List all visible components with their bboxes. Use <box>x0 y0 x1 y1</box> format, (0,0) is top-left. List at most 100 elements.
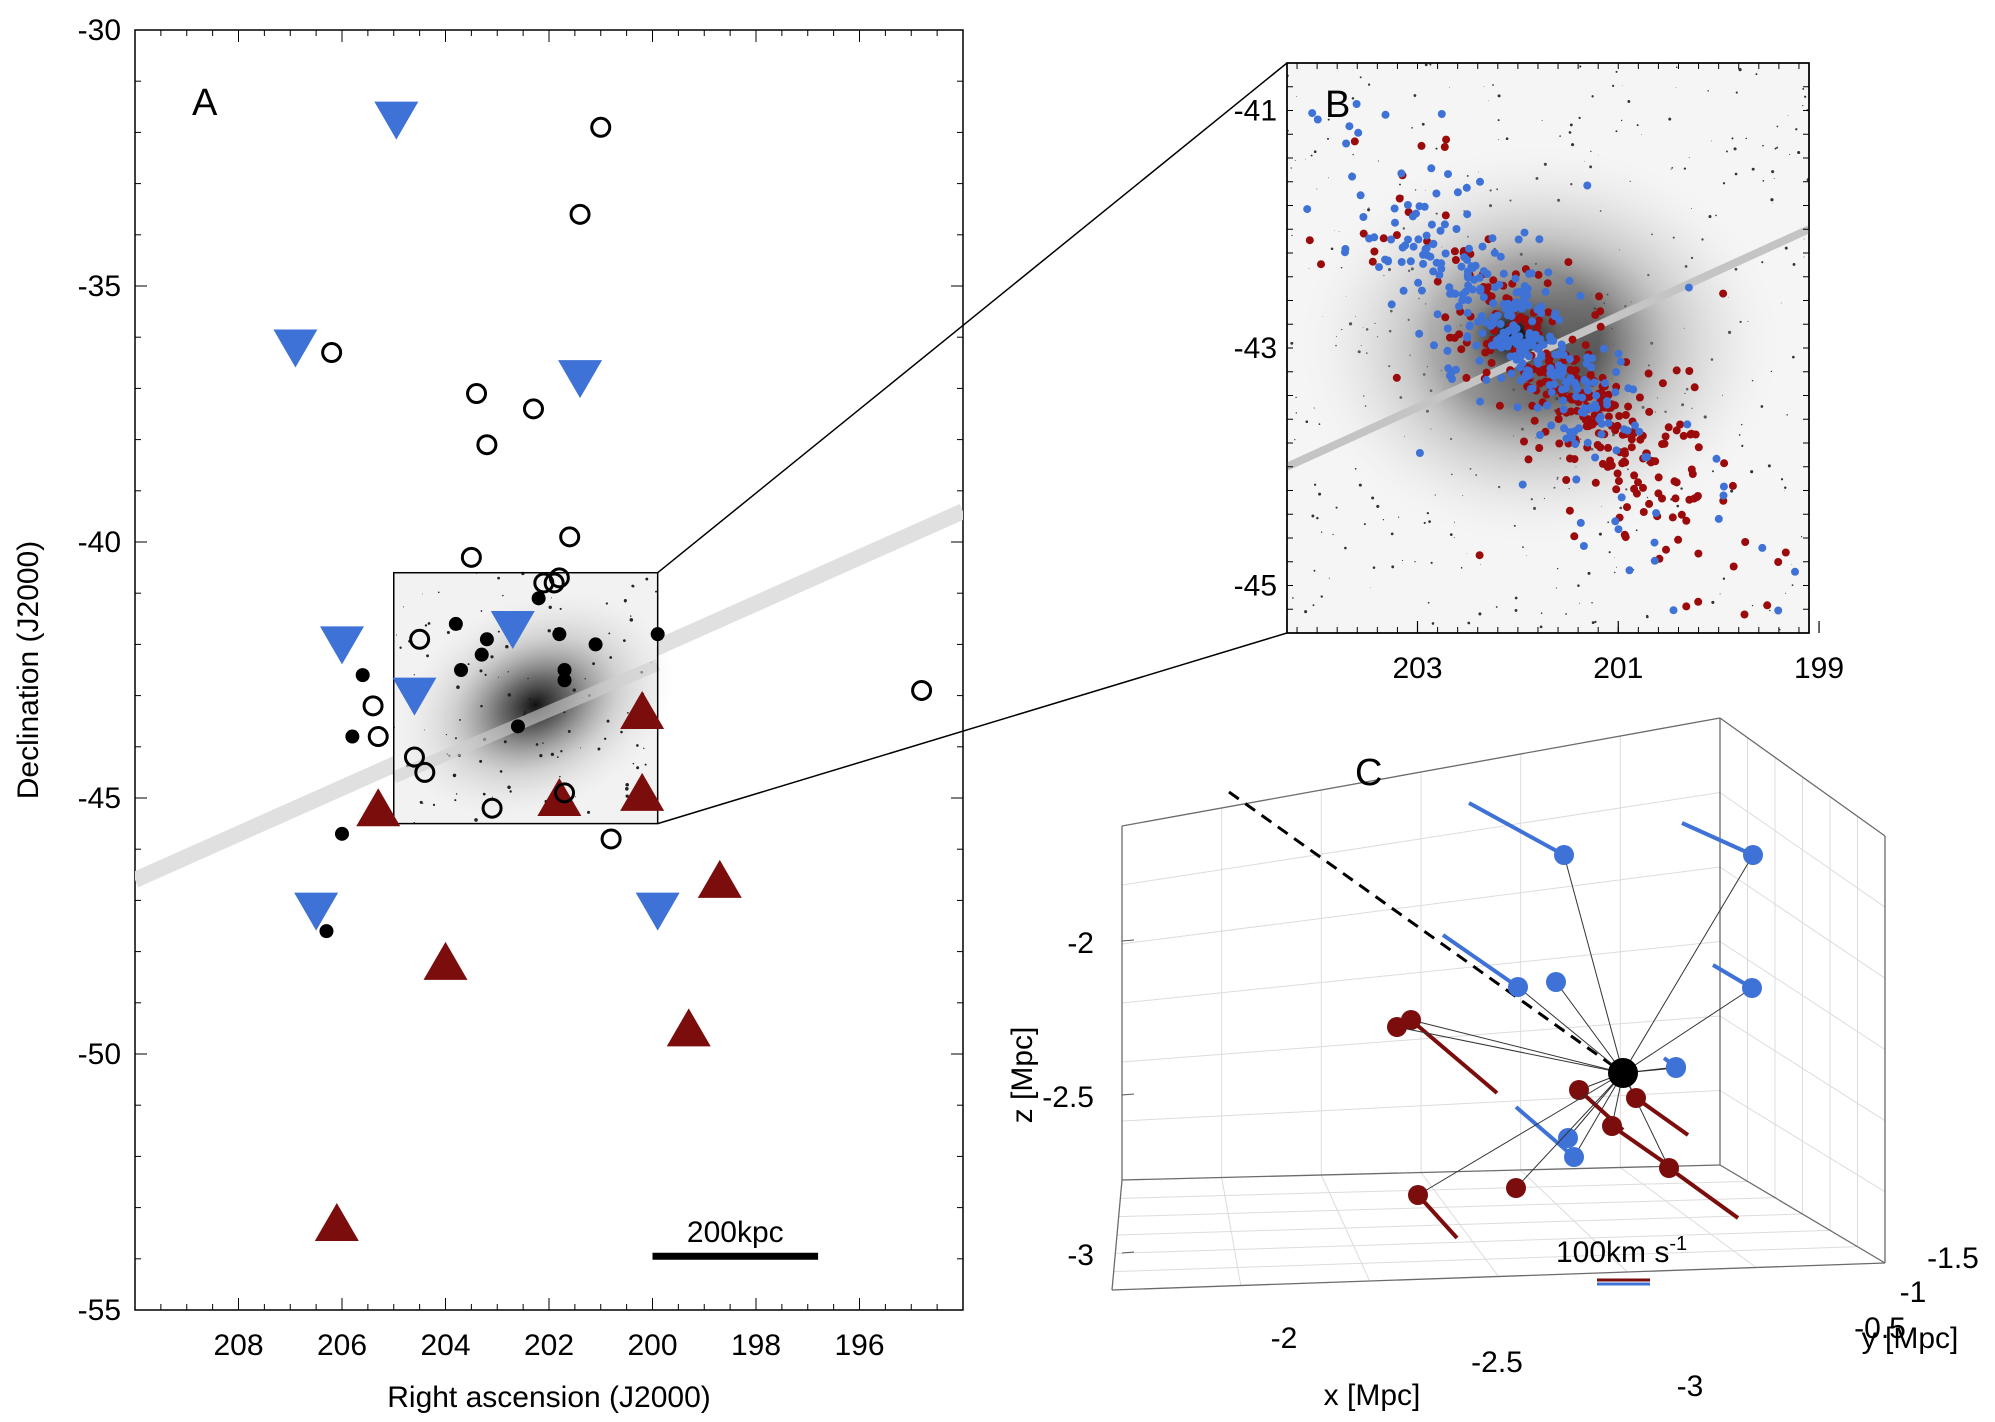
background-star <box>1587 571 1591 575</box>
inset-star <box>421 593 423 595</box>
red-triangle-marker <box>314 1202 359 1241</box>
blue-star-point <box>1579 542 1588 550</box>
blue-star-point <box>1496 320 1505 328</box>
blue-star-point <box>1582 359 1591 368</box>
blue-star-point <box>1551 350 1560 359</box>
blue-star-point <box>1517 288 1526 297</box>
red-star-point <box>1672 478 1681 487</box>
red-galaxy-point <box>1408 1185 1428 1205</box>
background-star <box>1797 150 1801 155</box>
inset-star <box>480 704 483 708</box>
blue-star-point <box>1683 420 1692 429</box>
blue-star-point <box>1477 312 1486 321</box>
background-star <box>1784 592 1787 594</box>
background-star <box>1466 553 1468 555</box>
blue-star-point <box>1390 204 1399 213</box>
inset-star <box>605 602 608 605</box>
blue-star-point <box>1435 270 1444 279</box>
connector-line <box>1417 1072 1624 1196</box>
red-star-point <box>1572 355 1581 364</box>
red-star-point <box>1604 390 1613 399</box>
blue-star-point <box>1563 378 1572 387</box>
blue-star-point <box>1534 359 1543 368</box>
red-star-point <box>1644 369 1653 378</box>
inset-star <box>419 800 423 804</box>
background-star <box>1295 412 1297 414</box>
blue-star-point <box>1308 109 1317 118</box>
background-star <box>1294 438 1296 441</box>
red-star-point <box>1611 401 1619 410</box>
blue-galaxy-point <box>1546 972 1566 992</box>
red-star-point <box>1613 469 1622 478</box>
background-star <box>1294 159 1296 161</box>
blue-star-point <box>1483 270 1492 278</box>
blue-star-point <box>1568 433 1576 442</box>
blue-star-point <box>1547 368 1555 376</box>
background-star <box>1791 563 1792 565</box>
red-star-point <box>1521 315 1530 324</box>
y-tick-label: -43 <box>1234 332 1277 365</box>
blue-star-point <box>1535 235 1544 244</box>
inset-star <box>550 752 555 757</box>
background-star <box>1670 168 1672 170</box>
red-star-point <box>1694 443 1703 452</box>
red-star-point <box>1658 494 1666 503</box>
background-star <box>1488 100 1489 102</box>
blue-star-point <box>1774 606 1783 615</box>
background-star <box>1733 147 1737 151</box>
blue-star-point <box>1404 235 1412 244</box>
box-edge <box>1121 1164 1721 1181</box>
connector-line <box>1517 986 1624 1074</box>
background-star <box>1539 625 1543 629</box>
blue-star-point <box>1592 391 1601 400</box>
background-star <box>1332 533 1334 536</box>
open-circle-marker <box>409 628 431 650</box>
inset-star <box>644 763 647 766</box>
panel-c-vectors <box>1228 790 1763 1240</box>
red-star-point <box>1441 313 1450 322</box>
blue-star-point <box>1499 328 1508 337</box>
inset-star <box>623 599 627 603</box>
blue-star-point <box>1490 314 1499 323</box>
red-star-point <box>1566 407 1575 416</box>
blue-star-point <box>1584 379 1593 388</box>
blue-galaxy-point <box>1508 977 1528 997</box>
connector-line <box>1622 987 1753 1074</box>
red-triangle-marker <box>620 690 665 729</box>
blue-star-point <box>1524 352 1533 361</box>
background-star <box>1525 555 1527 556</box>
blue-star-point <box>1516 376 1525 385</box>
red-star-point <box>1621 411 1630 419</box>
background-star <box>1371 496 1375 500</box>
blue-star-point <box>1511 274 1520 283</box>
background-star <box>1579 65 1582 68</box>
red-star-point <box>1564 258 1573 267</box>
background-star <box>1707 90 1709 92</box>
red-star-point <box>1451 256 1460 264</box>
inset-star <box>626 712 629 714</box>
zoom-connector-bottom <box>657 632 1288 825</box>
inset-star <box>547 629 551 633</box>
background-star <box>1431 622 1435 625</box>
background-star <box>1435 147 1438 150</box>
background-star <box>1792 262 1796 266</box>
background-star <box>1391 565 1395 569</box>
blue-star-point <box>1457 262 1466 271</box>
background-star <box>1312 604 1315 607</box>
inset-star <box>502 594 504 597</box>
red-star-point <box>1450 333 1459 342</box>
blue-star-point <box>1524 301 1533 310</box>
blue-star-point <box>1501 304 1510 313</box>
background-star <box>1635 529 1638 532</box>
blue-star-point <box>1601 379 1609 388</box>
blue-star-point <box>1443 324 1452 333</box>
blue-star-point <box>1467 263 1476 272</box>
background-star <box>1784 246 1788 250</box>
blue-star-point <box>1414 278 1423 287</box>
background-star <box>1738 68 1742 72</box>
blue-star-point <box>1635 427 1644 436</box>
inset-star <box>507 785 511 789</box>
inset-star <box>484 673 487 676</box>
red-star-point <box>1495 401 1504 410</box>
x-tick-label: -2.5 <box>1471 1346 1523 1379</box>
